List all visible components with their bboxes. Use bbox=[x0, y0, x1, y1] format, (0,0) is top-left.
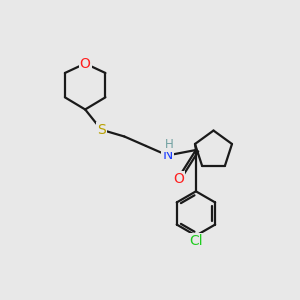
Text: N: N bbox=[162, 148, 173, 162]
Text: Cl: Cl bbox=[189, 234, 203, 248]
Text: S: S bbox=[97, 123, 106, 137]
Text: O: O bbox=[80, 56, 91, 70]
Text: O: O bbox=[173, 172, 184, 186]
Text: H: H bbox=[165, 138, 174, 151]
